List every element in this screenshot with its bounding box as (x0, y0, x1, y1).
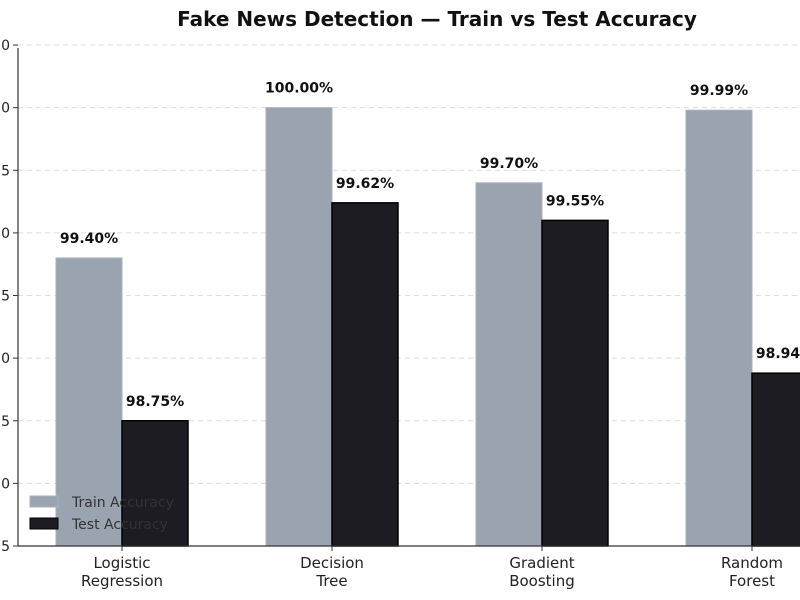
train-bar (55, 257, 123, 547)
legend-swatch-train (29, 495, 59, 508)
y-tick-label: 0 (1, 476, 10, 492)
y-tick-label: 0 (1, 351, 10, 367)
y-tick-label: 0 (1, 38, 10, 54)
test-bar (751, 372, 800, 547)
train-bar (475, 182, 543, 547)
axes-group (17, 48, 800, 547)
test-data-label: 98.94% (756, 346, 800, 362)
legend-label-train: Train Accuracy (71, 495, 174, 511)
test-data-label: 99.55% (546, 193, 604, 209)
y-tick-label: 5 (1, 163, 10, 179)
legend-label-test: Test Accuracy (71, 517, 168, 533)
x-category-line: Logistic (93, 554, 150, 572)
chart-title: Fake News Detection — Train vs Test Accu… (177, 7, 697, 31)
legend-swatch-test (29, 517, 59, 530)
test-bar (331, 202, 399, 547)
y-ticks-group: 5 0 5 0 5 0 5 0 0 (1, 38, 18, 555)
data-labels-group: 99.40% 98.75% 100.00% 99.62% 99.70% 99.55% 99.… (60, 81, 800, 410)
test-data-label: 98.75% (126, 394, 184, 410)
x-category-label: Logistic Regression (81, 554, 163, 590)
x-category-line: Gradient (509, 554, 574, 572)
x-category-line: Tree (315, 572, 347, 590)
x-category-label: Gradient Boosting (509, 554, 575, 590)
x-category-line: Random (721, 554, 783, 572)
y-tick-label: 5 (1, 289, 10, 305)
x-category-label: Decision Tree (300, 554, 364, 590)
train-bar (685, 109, 753, 547)
x-category-line: Forest (729, 572, 775, 590)
y-tick-label: 5 (1, 539, 10, 555)
y-tick-label: 5 (1, 414, 10, 430)
train-data-label: 99.99% (690, 83, 748, 99)
bars-group (55, 107, 800, 547)
test-bar (541, 219, 609, 547)
train-data-label: 100.00% (265, 81, 333, 97)
train-data-label: 99.70% (480, 156, 538, 172)
test-data-label: 99.62% (336, 176, 394, 192)
x-category-label: Random Forest (721, 554, 783, 590)
y-tick-label: 0 (1, 226, 10, 242)
x-category-line: Decision (300, 554, 364, 572)
legend: Train Accuracy Test Accuracy (29, 495, 174, 533)
y-tick-label: 0 (1, 101, 10, 117)
train-data-label: 99.40% (60, 231, 118, 247)
train-bar (265, 107, 333, 547)
x-category-line: Boosting (509, 572, 575, 590)
x-categories-group: Logistic Regression Decision Tree Gradient Bo… (81, 546, 783, 590)
x-category-line: Regression (81, 572, 163, 590)
